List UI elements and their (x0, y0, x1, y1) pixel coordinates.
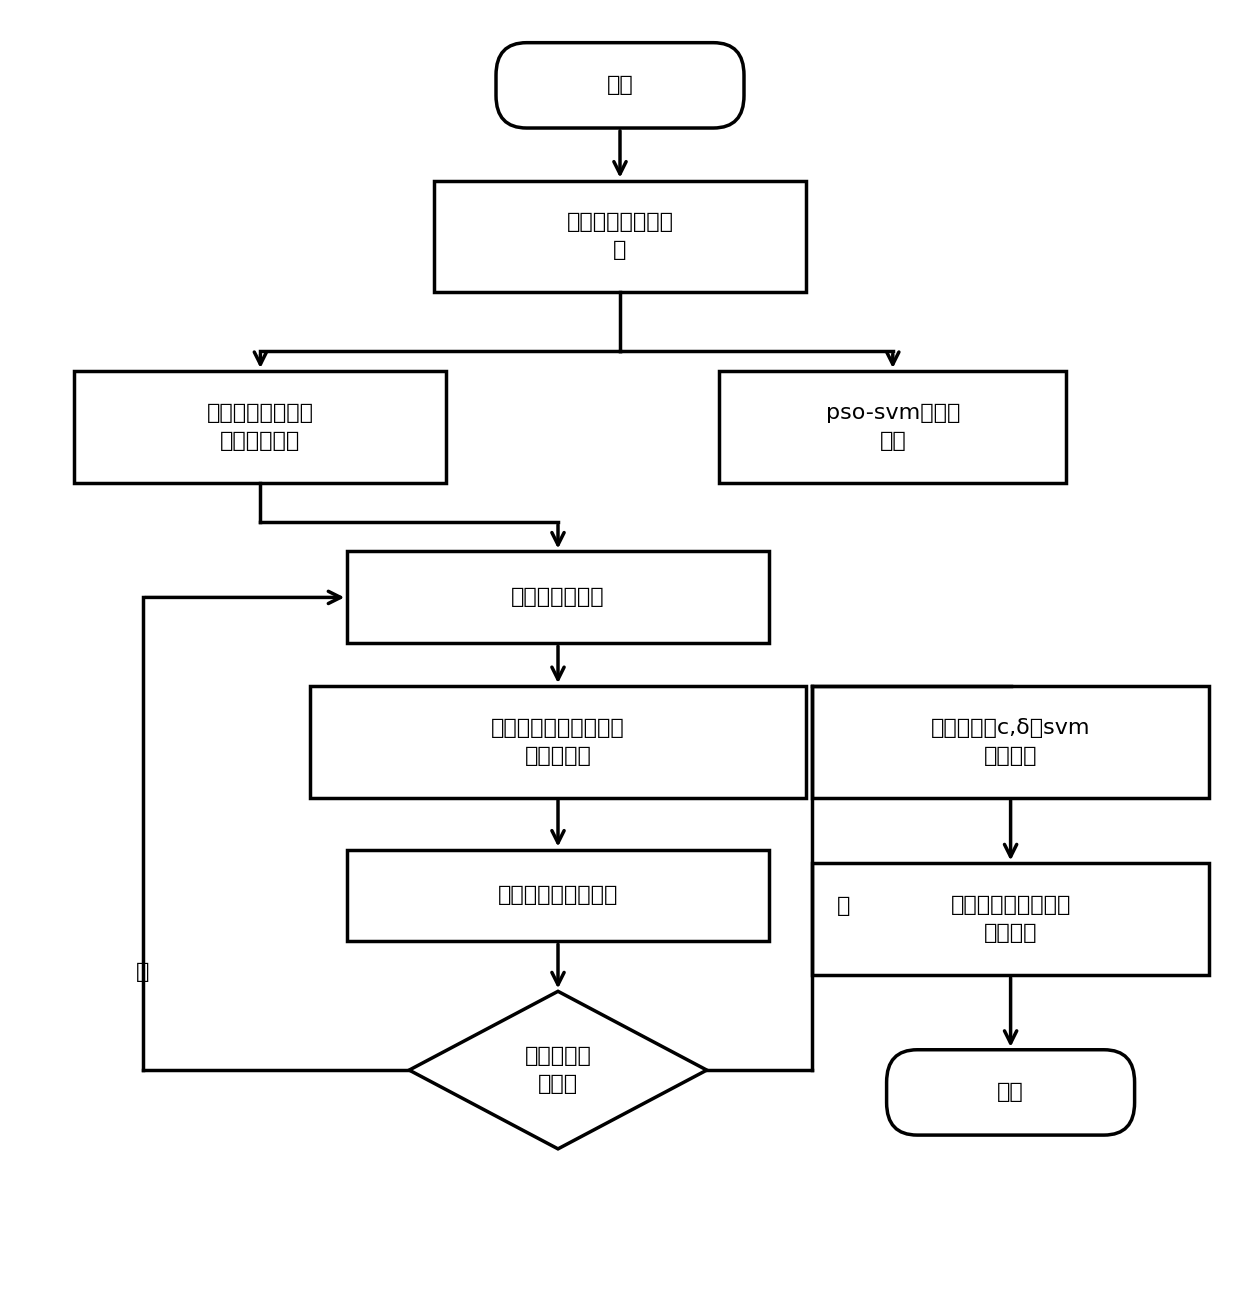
Text: 建立含最优c,δ的svm
预测模型: 建立含最优c,δ的svm 预测模型 (931, 718, 1090, 765)
Bar (347, 551, 769, 643)
Bar (347, 850, 769, 941)
FancyBboxPatch shape (887, 1050, 1135, 1134)
Bar (310, 685, 806, 798)
Polygon shape (409, 991, 707, 1149)
Bar (812, 864, 1209, 974)
Text: 更新粒子速度和位置: 更新粒子速度和位置 (497, 885, 619, 906)
Bar (434, 181, 806, 293)
Text: 灰色关联分析，归
一化等预处理: 灰色关联分析，归 一化等预处理 (207, 403, 314, 450)
FancyBboxPatch shape (496, 42, 744, 127)
Text: 是否满足终
止条件: 是否满足终 止条件 (525, 1046, 591, 1094)
Bar (812, 685, 1209, 798)
Text: 开始: 开始 (606, 75, 634, 96)
Bar (74, 370, 446, 482)
Text: 计算粒子适应度: 计算粒子适应度 (511, 587, 605, 608)
Bar (719, 370, 1066, 482)
Text: 是: 是 (837, 895, 849, 916)
Text: pso-svm参数初
始化: pso-svm参数初 始化 (826, 403, 960, 450)
Text: 否: 否 (136, 961, 149, 982)
Text: 结束: 结束 (997, 1082, 1024, 1103)
Text: 确定全局极值，更新历
史最优位置: 确定全局极值，更新历 史最优位置 (491, 718, 625, 765)
Text: 葡萄霜霉病病害等级
预测输出: 葡萄霜霉病病害等级 预测输出 (950, 895, 1071, 943)
Text: 葡萄霜霉病数据获
取: 葡萄霜霉病数据获 取 (567, 213, 673, 260)
